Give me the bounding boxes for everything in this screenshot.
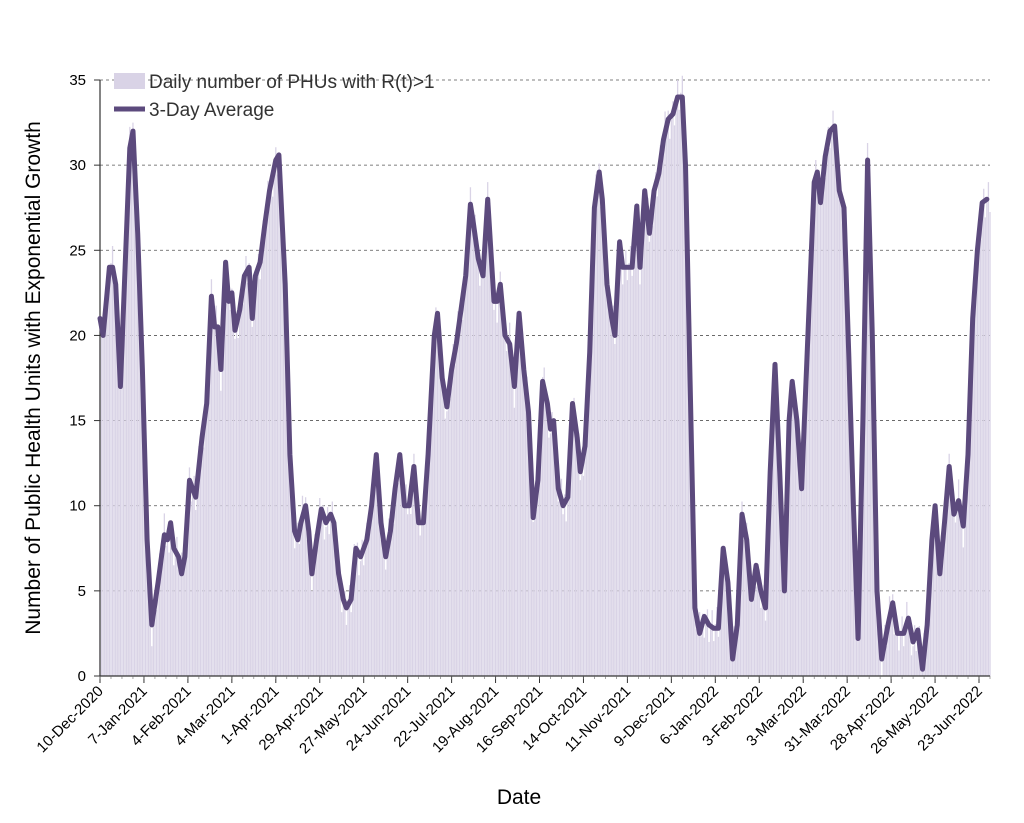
legend-label-average: 3-Day Average (149, 100, 274, 121)
average-line-layer (97, 94, 990, 672)
x-axis-title: Date (497, 786, 541, 809)
y-tick-label: 10 (69, 498, 86, 515)
gridlines (100, 79, 990, 592)
y-tick-label: 30 (69, 157, 86, 174)
y-axis-title: Number of Public Health Units with Expon… (22, 121, 45, 635)
average-line (97, 94, 990, 672)
y-tick-label: 35 (69, 72, 86, 89)
legend-swatch-daily (114, 73, 145, 89)
y-tick-label: 25 (69, 242, 86, 259)
y-tick-label: 20 (69, 327, 86, 344)
legend-label-daily: Daily number of PHUs with R(t)>1 (149, 72, 435, 93)
legend: Daily number of PHUs with R(t)>1 3-Day A… (114, 72, 435, 121)
y-tick-label: 0 (78, 668, 86, 685)
y-tick-label: 15 (69, 413, 86, 430)
y-tick-label: 5 (78, 583, 86, 600)
